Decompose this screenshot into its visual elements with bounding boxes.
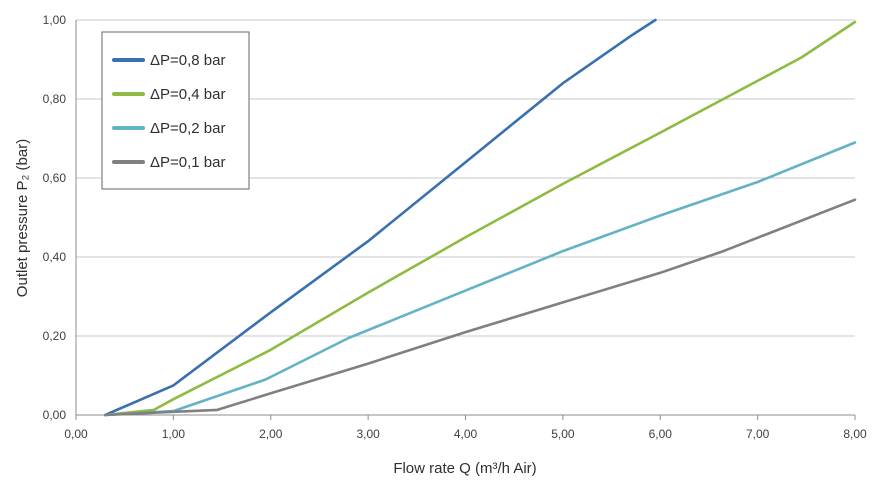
series-line: [103, 141, 857, 417]
axes: [75, 20, 856, 420]
x-tick-label: 2,00: [259, 427, 283, 441]
y-tick-label: 0,60: [43, 171, 67, 185]
x-tick-label: 5,00: [551, 427, 575, 441]
y-tick-label: 0,20: [43, 329, 67, 343]
x-tick-label: 1,00: [162, 427, 186, 441]
y-tick-labels: 0,00 0,20 0,40 0,60 0,80 1,00: [43, 13, 67, 422]
series-line: [103, 18, 657, 417]
legend: ΔP=0,8 bar ΔP=0,4 bar ΔP=0,2 bar ΔP=0,1 bar: [101, 31, 250, 190]
legend-label: ΔP=0,1 bar: [150, 154, 225, 171]
y-axis-label: Outlet pressure P₂ (bar): [14, 139, 31, 297]
x-tick-label: 4,00: [454, 427, 478, 441]
legend-label: ΔP=0,4 bar: [150, 86, 225, 103]
series-line: [103, 20, 857, 417]
y-tick-label: 0,00: [43, 408, 67, 422]
x-tick-labels: 0,00 1,00 2,00 3,00 4,00 5,00 6,00 7,00 8,00: [64, 427, 867, 441]
series-line: [103, 198, 857, 417]
y-tick-label: 1,00: [43, 13, 67, 27]
x-axis-label: Flow rate Q (m³/h Air): [393, 460, 536, 477]
legend-label: ΔP=0,2 bar: [150, 120, 225, 137]
y-tick-label: 0,80: [43, 92, 67, 106]
x-tick-label: 0,00: [64, 427, 88, 441]
x-tick-label: 7,00: [746, 427, 770, 441]
x-tick-label: 8,00: [843, 427, 867, 441]
x-tick-label: 3,00: [356, 427, 380, 441]
legend-label: ΔP=0,8 bar: [150, 52, 225, 69]
series-lines: [103, 18, 857, 417]
x-tick-label: 6,00: [649, 427, 673, 441]
y-tick-label: 0,40: [43, 250, 67, 264]
